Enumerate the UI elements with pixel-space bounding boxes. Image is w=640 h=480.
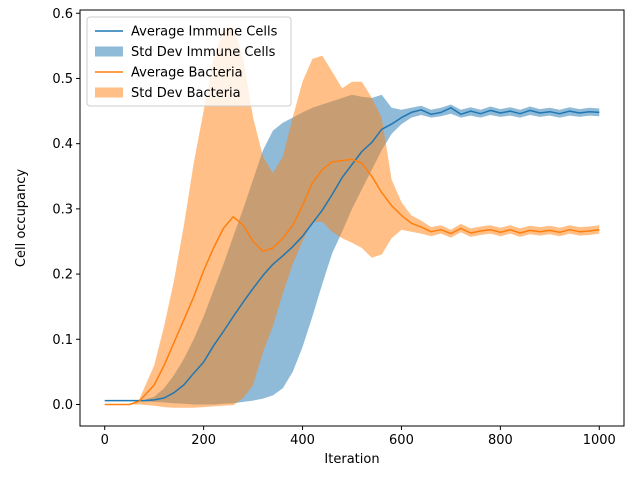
legend-label-std-dev-immune-cells: Std Dev Immune Cells: [131, 45, 276, 60]
y-tick-label: 0.4: [52, 137, 73, 152]
y-axis-label: Cell occupancy: [14, 169, 29, 268]
x-tick-label: 1000: [583, 433, 616, 448]
legend-label-std-dev-bacteria: Std Dev Bacteria: [131, 86, 241, 101]
average-line-bacteria: [104, 158, 600, 406]
average-line-immune-cells: [104, 107, 600, 402]
x-axis-label: Iteration: [324, 452, 379, 467]
legend-swatch-std-dev-immune-cells: [95, 46, 123, 57]
y-tick-label: 0.1: [52, 333, 73, 348]
y-axis-ticks: 0.0 0.1 0.2 0.3 0.4 0.5 0.6: [52, 7, 80, 413]
y-tick-label: 0.5: [52, 72, 73, 87]
x-tick-label: 600: [389, 433, 414, 448]
plot-area-frame: [79, 9, 625, 427]
y-tick-label: 0.0: [52, 398, 73, 413]
x-tick-label: 400: [290, 433, 315, 448]
x-tick-label: 800: [488, 433, 513, 448]
x-tick-label: 0: [101, 433, 109, 448]
x-axis-ticks: 0 200 400 600 800 1000: [101, 426, 616, 448]
legend-swatch-std-dev-bacteria: [95, 87, 123, 98]
std-dev-bands: [104, 26, 600, 408]
y-tick-label: 0.3: [52, 202, 73, 217]
legend: Average Immune Cells Std Dev Immune Cells…: [86, 16, 292, 107]
legend-label-average-bacteria: Average Bacteria: [131, 66, 243, 81]
legend-box: [86, 16, 292, 107]
y-tick-label: 0.2: [52, 268, 73, 283]
y-tick-label: 0.6: [52, 7, 73, 22]
x-tick-label: 200: [191, 433, 216, 448]
average-lines: [104, 107, 600, 406]
std-dev-band-bacteria: [104, 26, 600, 408]
legend-label-average-immune-cells: Average Immune Cells: [131, 25, 278, 40]
